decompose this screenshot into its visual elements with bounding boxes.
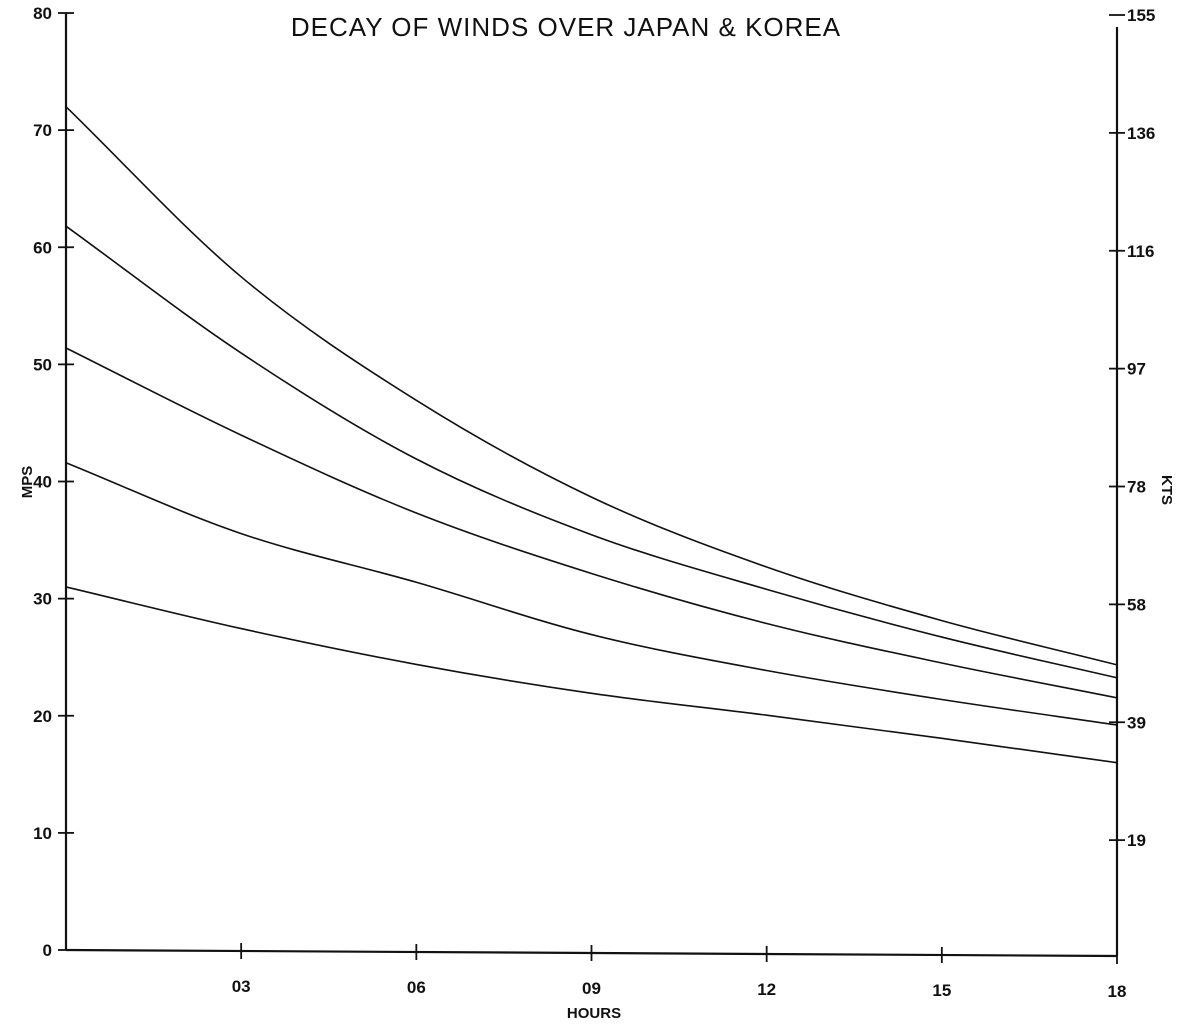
y2-axis-label: KTS: [1158, 475, 1175, 505]
x-tick-label: 15: [932, 981, 951, 1000]
right-y-tick-label: 39: [1127, 713, 1146, 732]
right-y-tick-label: 58: [1127, 595, 1146, 614]
series-line-5: [65, 586, 1118, 764]
left-y-tick-label: 0: [43, 941, 52, 960]
right-y-ticks: 19 39 58 78 97 116 136 155: [1109, 6, 1155, 850]
series-lines: [65, 106, 1118, 764]
x-tick-label: 09: [582, 979, 601, 998]
left-y-tick-label: 10: [33, 824, 52, 843]
series-line-3: [65, 347, 1118, 699]
right-y-tick-label: 97: [1127, 360, 1146, 379]
x-tick-label: 12: [757, 980, 776, 999]
x-ticks: 03 06 09 12 15 18: [232, 943, 1127, 1001]
chart-title: DECAY OF WINDS OVER JAPAN & KOREA: [291, 12, 841, 42]
left-y-tick-label: 20: [33, 707, 52, 726]
left-y-tick-label: 50: [33, 355, 52, 374]
left-y-tick-label: 70: [33, 121, 52, 140]
right-y-tick-label: 116: [1127, 242, 1154, 261]
series-line-2: [65, 225, 1118, 679]
right-y-tick-label: 155: [1127, 6, 1155, 25]
series-line-1: [65, 106, 1118, 666]
x-tick-label: 03: [232, 977, 251, 996]
left-y-tick-label: 40: [33, 473, 52, 492]
series-line-4: [65, 462, 1118, 726]
x-tick-label: 18: [1108, 982, 1127, 1001]
left-y-ticks: 0 10 20 30 40 50 60 70 80: [33, 4, 74, 960]
left-y-tick-label: 80: [33, 4, 52, 23]
right-y-tick-label: 78: [1127, 478, 1146, 497]
left-y-tick-label: 30: [33, 590, 52, 609]
right-y-tick-label: 136: [1127, 124, 1155, 143]
right-y-tick-label: 19: [1127, 831, 1146, 850]
y-axis-label: MPS: [19, 466, 36, 499]
left-y-tick-label: 60: [33, 238, 52, 257]
x-tick-label: 06: [407, 978, 426, 997]
x-axis-label: HOURS: [567, 1005, 621, 1022]
